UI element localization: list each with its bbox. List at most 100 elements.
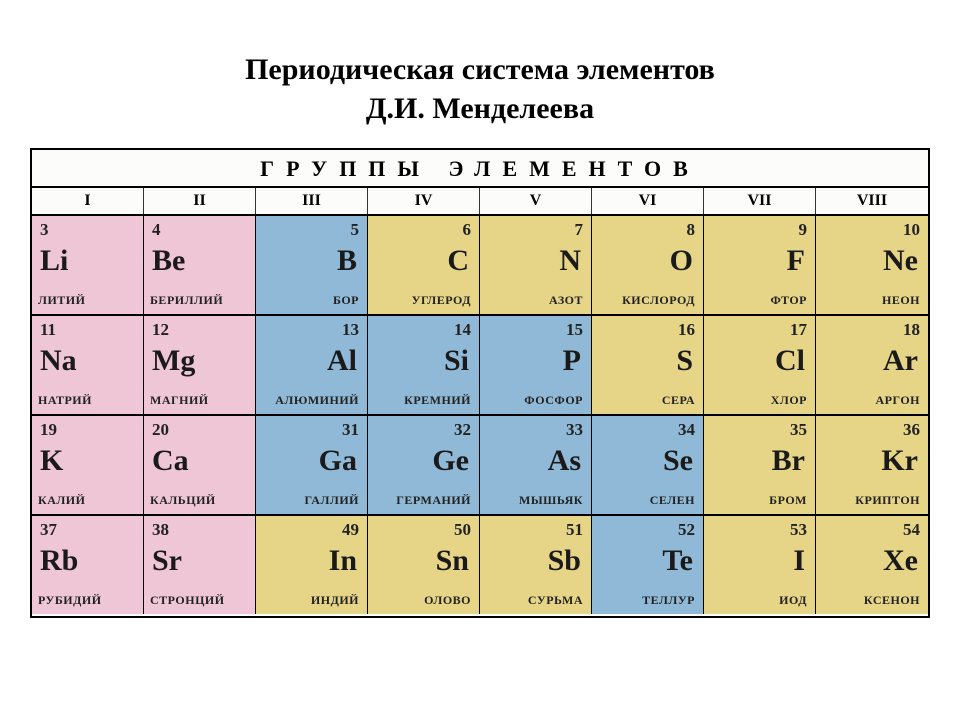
atomic-number: 9 xyxy=(799,220,808,240)
element-symbol: Al xyxy=(327,344,357,378)
atomic-number: 53 xyxy=(790,520,807,540)
element-symbol: Sb xyxy=(548,544,581,578)
group-number: II xyxy=(144,188,256,214)
element-name: БЕРИЛЛИЙ xyxy=(150,293,223,308)
element-symbol: Xe xyxy=(883,544,918,578)
element-symbol: Ga xyxy=(319,444,357,478)
element-name: АРГОН xyxy=(876,393,921,408)
atomic-number: 11 xyxy=(40,320,56,340)
atomic-number: 15 xyxy=(566,320,583,340)
element-cell: 33AsМЫШЬЯК xyxy=(480,416,592,514)
element-cell: 13AlАЛЮМИНИЙ xyxy=(256,316,368,414)
element-name: ФОСФОР xyxy=(524,393,583,408)
element-cell: 50 Sn ОЛОВО xyxy=(368,516,480,614)
element-symbol: Si xyxy=(444,344,469,378)
element-symbol: Sn xyxy=(436,544,469,578)
element-name: НАТРИЙ xyxy=(38,393,92,408)
atomic-number: 49 xyxy=(342,520,359,540)
element-symbol: Na xyxy=(40,344,77,378)
element-symbol: As xyxy=(548,444,581,478)
element-cell: 18ArАРГОН xyxy=(816,316,928,414)
element-name: ФТОР xyxy=(770,293,807,308)
element-name: МАГНИЙ xyxy=(150,393,209,408)
element-name: ХЛОР xyxy=(771,393,807,408)
element-symbol: Te xyxy=(662,544,693,578)
atomic-number: 20 xyxy=(152,420,169,440)
element-name: БРОМ xyxy=(769,493,807,508)
atomic-number: 36 xyxy=(903,420,920,440)
atomic-number: 31 xyxy=(342,420,359,440)
atomic-number: 37 xyxy=(40,520,57,540)
element-cell: 17 Cl ХЛОР xyxy=(704,316,816,414)
element-name: БОР xyxy=(333,293,359,308)
element-cell: 19KКАЛИЙ xyxy=(32,416,144,514)
group-number: VII xyxy=(704,188,816,214)
element-cell: 8OКИСЛОРОД xyxy=(592,216,704,314)
element-symbol: Cl xyxy=(775,344,805,378)
element-symbol: F xyxy=(787,244,805,278)
atomic-number: 14 xyxy=(454,320,471,340)
element-cell: 38SrСТРОНЦИЙ xyxy=(144,516,256,614)
atomic-number: 50 xyxy=(454,520,471,540)
group-number: III xyxy=(256,188,368,214)
element-name: КИСЛОРОД xyxy=(622,293,695,308)
periods-grid: 3LiЛИТИЙ4BeБЕРИЛЛИЙ5BБОР6CУГЛЕРОД7NАЗОТ8… xyxy=(32,216,928,616)
group-number: VIII xyxy=(816,188,928,214)
element-cell: 16SСЕРА xyxy=(592,316,704,414)
element-symbol: Ca xyxy=(152,444,189,478)
atomic-number: 32 xyxy=(454,420,471,440)
element-symbol: Rb xyxy=(40,544,78,578)
element-symbol: Mg xyxy=(152,344,195,378)
element-name: СЕЛЕН xyxy=(650,493,695,508)
atomic-number: 3 xyxy=(40,220,49,240)
element-name: ОЛОВО xyxy=(424,593,471,608)
element-symbol: B xyxy=(337,244,357,278)
element-symbol: Ge xyxy=(432,444,469,478)
element-cell: 49InИНДИЙ xyxy=(256,516,368,614)
element-cell: 51 Sb СУРЬМА xyxy=(480,516,592,614)
element-cell: 14SiКРЕМНИЙ xyxy=(368,316,480,414)
element-cell: 12 Mg МАГНИЙ xyxy=(144,316,256,414)
period-row: 37 Rb РУБИДИЙ 38SrСТРОНЦИЙ49InИНДИЙ 50 Sn ОЛОВ… xyxy=(32,516,928,616)
element-cell: 53 I ИОД xyxy=(704,516,816,614)
atomic-number: 17 xyxy=(790,320,807,340)
atomic-number: 35 xyxy=(790,420,807,440)
element-cell: 10NeНЕОН xyxy=(816,216,928,314)
element-symbol: I xyxy=(793,544,805,578)
atomic-number: 54 xyxy=(903,520,920,540)
element-name: КРИПТОН xyxy=(855,493,920,508)
element-cell: 36KrКРИПТОН xyxy=(816,416,928,514)
atomic-number: 33 xyxy=(566,420,583,440)
title-line-2: Д.И. Менделеева xyxy=(366,92,594,125)
element-cell: 4 Be БЕРИЛЛИЙ xyxy=(144,216,256,314)
atomic-number: 34 xyxy=(678,420,695,440)
element-name: НЕОН xyxy=(882,293,920,308)
element-cell: 15PФОСФОР xyxy=(480,316,592,414)
element-name: СУРЬМА xyxy=(528,593,583,608)
element-name: ИОД xyxy=(779,593,807,608)
element-symbol: C xyxy=(447,244,469,278)
element-name: ИНДИЙ xyxy=(311,593,359,608)
element-symbol: K xyxy=(40,444,63,478)
element-cell: 20CaКАЛЬЦИЙ xyxy=(144,416,256,514)
element-name: АЗОТ xyxy=(549,293,583,308)
atomic-number: 19 xyxy=(40,420,57,440)
groups-header: ГРУППЫ ЭЛЕМЕНТОВ xyxy=(32,150,928,188)
atomic-number: 52 xyxy=(678,520,695,540)
page-title: Периодическая система элементов Д.И. Мен… xyxy=(30,50,930,128)
element-name: СЕРА xyxy=(662,393,695,408)
atomic-number: 6 xyxy=(463,220,472,240)
element-name: ГЕРМАНИЙ xyxy=(396,493,471,508)
element-symbol: Be xyxy=(152,244,185,278)
atomic-number: 4 xyxy=(152,220,161,240)
element-cell: 31GaГАЛЛИЙ xyxy=(256,416,368,514)
atomic-number: 51 xyxy=(566,520,583,540)
atomic-number: 5 xyxy=(351,220,360,240)
element-cell: 11 Na НАТРИЙ xyxy=(32,316,144,414)
element-name: РУБИДИЙ xyxy=(38,593,102,608)
element-symbol: Sr xyxy=(152,544,182,578)
atomic-number: 12 xyxy=(152,320,169,340)
atomic-number: 13 xyxy=(342,320,359,340)
element-symbol: Ar xyxy=(883,344,918,378)
group-number: V xyxy=(480,188,592,214)
